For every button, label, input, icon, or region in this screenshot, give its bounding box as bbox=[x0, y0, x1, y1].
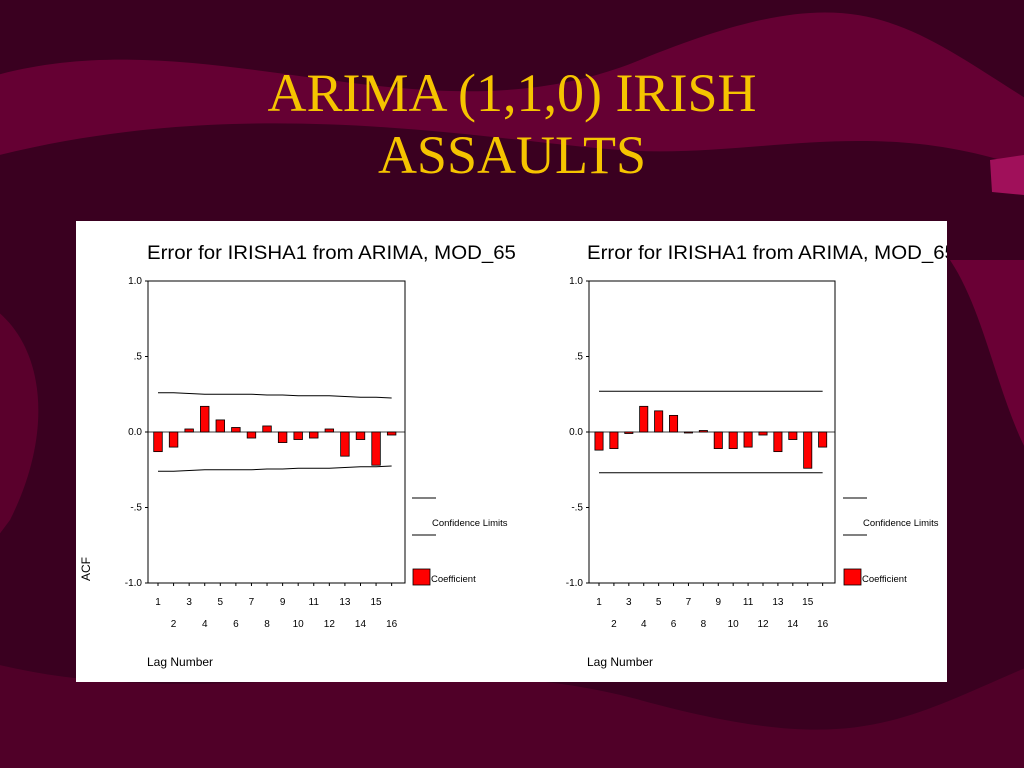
acf-bar bbox=[277, 431, 288, 443]
slide-title-line-2: ASSAULTS bbox=[377, 125, 647, 185]
x-tick-label: 12 bbox=[757, 619, 769, 630]
acf-bar bbox=[803, 431, 813, 469]
y-tick-label: -1.0 bbox=[125, 578, 143, 589]
x-axis-label: Lag Number bbox=[587, 655, 653, 669]
ribbon-band-top bbox=[0, 12, 1024, 168]
x-tick-label: 10 bbox=[728, 619, 740, 630]
acf-bar bbox=[609, 431, 619, 450]
x-tick-label: 2 bbox=[611, 619, 617, 630]
legend-confidence-label: Confidence Limits bbox=[863, 518, 939, 529]
x-tick-label: 16 bbox=[386, 619, 398, 630]
x-tick-label: 5 bbox=[656, 597, 662, 608]
acf-bar bbox=[355, 431, 366, 440]
legend-coefficient-swatch bbox=[843, 568, 862, 586]
x-tick-label: 2 bbox=[171, 619, 177, 630]
x-tick-label: 4 bbox=[202, 619, 208, 630]
ribbon-band-bottom bbox=[0, 664, 1024, 768]
acf-bar bbox=[758, 431, 768, 436]
x-tick-label: 7 bbox=[249, 597, 255, 608]
acf-bar bbox=[293, 431, 303, 440]
acf-bar bbox=[594, 431, 604, 451]
slide-title-line-1: ARIMA (1,1,0) IRISH bbox=[267, 63, 757, 123]
acf-bar bbox=[743, 431, 753, 448]
x-tick-label: 5 bbox=[218, 597, 224, 608]
x-tick-label: 15 bbox=[370, 597, 382, 608]
x-tick-label: 11 bbox=[309, 597, 320, 608]
x-tick-label: 13 bbox=[339, 597, 351, 608]
legend-coefficient-swatch bbox=[412, 568, 431, 586]
acf-bar bbox=[683, 431, 693, 434]
x-tick-label: 3 bbox=[626, 597, 632, 608]
acf-bar bbox=[340, 431, 350, 457]
acf-bar bbox=[788, 431, 798, 440]
acf-bar bbox=[200, 405, 210, 433]
legend-coefficient-label: Coefficient bbox=[431, 574, 476, 585]
acf-bar bbox=[309, 431, 319, 439]
ribbon-fold bbox=[990, 155, 1024, 195]
x-tick-label: 13 bbox=[772, 597, 784, 608]
x-tick-label: 9 bbox=[280, 597, 286, 608]
acf-bar bbox=[773, 431, 783, 453]
x-tick-label: 12 bbox=[324, 619, 336, 630]
y-tick-label: .5 bbox=[575, 352, 584, 363]
x-tick-label: 8 bbox=[264, 619, 270, 630]
x-tick-label: 14 bbox=[787, 619, 799, 630]
y-axis-label: ACF bbox=[79, 557, 93, 581]
y-tick-label: -.5 bbox=[571, 503, 583, 514]
y-tick-label: 0.0 bbox=[569, 427, 583, 438]
acf-charts: Error for IRISHA1 from ARIMA, MOD_65 NOC… bbox=[79, 243, 947, 669]
acf-bar bbox=[818, 431, 828, 448]
x-tick-label: 9 bbox=[715, 597, 721, 608]
acf-bar bbox=[669, 414, 679, 433]
x-tick-label: 7 bbox=[686, 597, 692, 608]
acf-bar bbox=[639, 405, 649, 433]
x-tick-label: 3 bbox=[186, 597, 192, 608]
x-tick-label: 8 bbox=[701, 619, 707, 630]
acf-bar bbox=[262, 425, 272, 433]
confidence-limit-lower bbox=[158, 465, 392, 472]
x-tick-label: 15 bbox=[802, 597, 814, 608]
y-tick-label: -.5 bbox=[130, 503, 142, 514]
acf-bar bbox=[246, 431, 257, 439]
y-tick-label: -1.0 bbox=[566, 578, 584, 589]
y-tick-label: .5 bbox=[134, 352, 143, 363]
acf-bar bbox=[654, 410, 664, 433]
chart-title-1: Error for IRISHA1 from ARIMA, MOD_65 NOC bbox=[147, 243, 567, 264]
acf-bar bbox=[184, 428, 194, 433]
acf-bar bbox=[324, 428, 335, 433]
x-tick-label: 1 bbox=[155, 597, 161, 608]
x-tick-label: 14 bbox=[355, 619, 367, 630]
y-tick-label: 1.0 bbox=[128, 276, 142, 287]
x-tick-label: 16 bbox=[817, 619, 829, 630]
confidence-limit-upper bbox=[158, 392, 392, 399]
acf-bar bbox=[153, 431, 163, 453]
x-tick-label: 10 bbox=[293, 619, 305, 630]
acf-bar bbox=[371, 431, 381, 466]
ribbon-band-right bbox=[950, 260, 1024, 446]
x-axis-label: Lag Number bbox=[147, 655, 213, 669]
acf-bar bbox=[698, 430, 708, 433]
acf-bar bbox=[386, 431, 397, 436]
x-tick-label: 6 bbox=[671, 619, 677, 630]
acf-bar bbox=[624, 431, 634, 434]
x-tick-label: 4 bbox=[641, 619, 647, 630]
acf-bar bbox=[713, 431, 723, 450]
chart-panel: Error for IRISHA1 from ARIMA, MOD_65 NOC… bbox=[76, 221, 947, 682]
legend-confidence-label: Confidence Limits bbox=[432, 518, 508, 529]
acf-bar bbox=[728, 431, 738, 450]
acf-bar bbox=[231, 427, 241, 433]
x-tick-label: 11 bbox=[743, 597, 754, 608]
chart-title-2: Error for IRISHA1 from ARIMA, MOD_65 NOC bbox=[587, 243, 947, 264]
legend-coefficient-label: Coefficient bbox=[862, 574, 907, 585]
slide-title: ARIMA (1,1,0) IRISH ASSAULTS bbox=[0, 62, 1024, 186]
y-tick-label: 0.0 bbox=[128, 427, 142, 438]
x-tick-label: 1 bbox=[596, 597, 602, 608]
acf-bar bbox=[168, 431, 179, 448]
acf-bar bbox=[215, 419, 225, 433]
x-tick-label: 6 bbox=[233, 619, 239, 630]
ribbon-band-left bbox=[0, 313, 39, 534]
y-tick-label: 1.0 bbox=[569, 276, 583, 287]
